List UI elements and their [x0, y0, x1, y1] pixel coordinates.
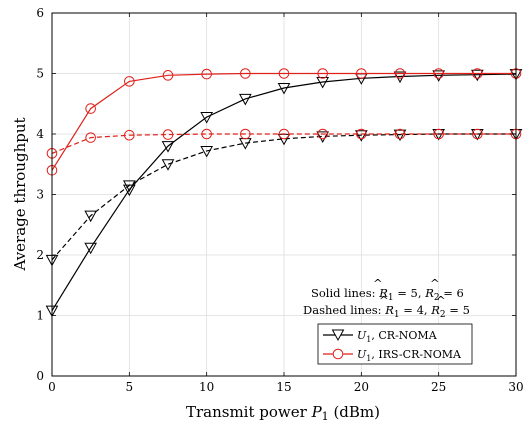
annotation-hats: ^ ^ ^ ^ [373, 276, 446, 307]
data-point [201, 68, 212, 80]
legend: U1, CR-NOMA U1, IRS-CR-NOMA [317, 323, 473, 365]
data-point [238, 93, 252, 106]
x-tick-label: 0 [48, 380, 56, 394]
x-tick-label: 10 [199, 380, 214, 394]
annotation-dashed-lines: Dashed lines: R1 = 4, R2 = 5 [303, 303, 470, 320]
data-point [124, 76, 135, 87]
grid [51, 12, 517, 377]
hat-mark: ^ [430, 276, 440, 290]
series-irs_dashed [46, 128, 522, 159]
data-point [200, 145, 214, 158]
data-point [84, 210, 98, 223]
data-point [433, 68, 444, 79]
data-point [433, 128, 444, 140]
y-tick-label: 3 [36, 188, 44, 202]
x-tick-label: 30 [508, 380, 523, 394]
hat-mark: ^ [379, 293, 389, 307]
series-irs_solid [46, 68, 522, 176]
data-point [356, 68, 367, 79]
data-point [472, 68, 483, 79]
y-axis-label: Average throughput [11, 117, 29, 271]
series-layer [45, 68, 523, 318]
data-point [278, 128, 290, 140]
data-point [316, 76, 330, 89]
data-point [85, 103, 96, 114]
data-point [354, 130, 368, 142]
legend-label-irs: U1, IRS-CR-NOMA [357, 348, 462, 363]
data-point [470, 69, 484, 82]
data-point [316, 131, 330, 143]
series-line-cr_solid [51, 73, 517, 312]
data-point [240, 128, 251, 140]
series-line-cr_dashed [51, 133, 516, 261]
data-point [277, 83, 291, 95]
data-point [278, 68, 290, 79]
legend-marker-cr [331, 329, 345, 342]
data-point [162, 70, 174, 81]
data-point [161, 141, 175, 153]
hat-mark: ^ [436, 293, 446, 307]
data-point [124, 129, 135, 141]
x-tick-label: 20 [354, 380, 369, 394]
data-point [161, 159, 175, 171]
y-tick-label: 2 [36, 248, 44, 262]
data-point [393, 129, 407, 142]
data-point [472, 128, 483, 140]
data-point [200, 112, 214, 124]
y-tick-label: 5 [36, 67, 44, 81]
annotation-solid-lines: Solid lines: R1 = 5, R2 = 6 [311, 286, 464, 303]
y-tick-label: 0 [36, 369, 44, 383]
data-point [317, 68, 328, 79]
data-point [317, 128, 328, 140]
y-tick-label: 4 [36, 127, 44, 141]
data-point [162, 129, 174, 140]
y-tick-label: 1 [36, 309, 44, 323]
axis-ticks: 0 5 10 15 20 25 30 0 1 2 3 4 5 6 [36, 6, 523, 394]
data-point [240, 68, 251, 79]
data-point [201, 128, 212, 140]
data-point [122, 180, 136, 192]
x-tick-label: 5 [126, 380, 134, 394]
hat-mark: ^ [373, 276, 383, 290]
series-line-irs_dashed [51, 133, 516, 154]
data-point [432, 70, 446, 82]
y-tick-label: 6 [36, 6, 44, 20]
legend-marker-irs [332, 348, 344, 360]
data-point [394, 128, 406, 140]
data-point [356, 128, 367, 140]
x-tick-label: 15 [276, 380, 291, 394]
data-point [84, 242, 98, 255]
x-axis-label: Transmit power P1 (dBm) [186, 403, 380, 423]
legend-label-cr: U1, CR-NOMA [357, 329, 438, 344]
data-point [85, 132, 96, 143]
data-point [394, 68, 406, 79]
x-tick-label: 25 [431, 380, 446, 394]
series-line-irs_solid [51, 72, 516, 171]
